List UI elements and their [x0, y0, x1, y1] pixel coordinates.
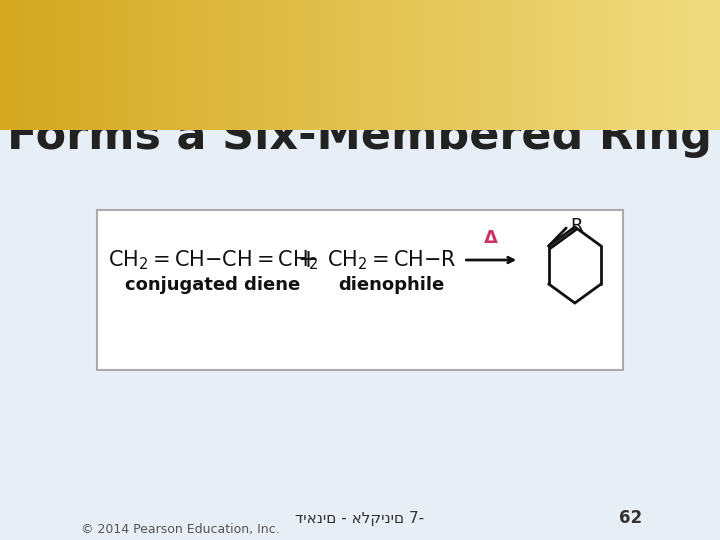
Text: conjugated diene: conjugated diene: [125, 276, 300, 294]
Text: R: R: [570, 217, 582, 235]
Text: +: +: [298, 248, 319, 272]
Text: Δ: Δ: [485, 229, 498, 247]
Text: דיאנים - אלקינים 7-: דיאנים - אלקינים 7-: [295, 510, 425, 525]
Text: The Diels–Alder Reaction
Forms a Six-Membered Ring: The Diels–Alder Reaction Forms a Six-Mem…: [7, 62, 713, 158]
Text: dienophile: dienophile: [338, 276, 445, 294]
Text: 62: 62: [619, 509, 642, 527]
Text: $\mathregular{CH_2{=}CH{-}CH{=}CH_2}$: $\mathregular{CH_2{=}CH{-}CH{=}CH_2}$: [108, 248, 318, 272]
Text: © 2014 Pearson Education, Inc.: © 2014 Pearson Education, Inc.: [81, 523, 280, 537]
FancyBboxPatch shape: [97, 210, 623, 370]
Text: $\mathregular{CH_2{=}CH{-}R}$: $\mathregular{CH_2{=}CH{-}R}$: [327, 248, 456, 272]
